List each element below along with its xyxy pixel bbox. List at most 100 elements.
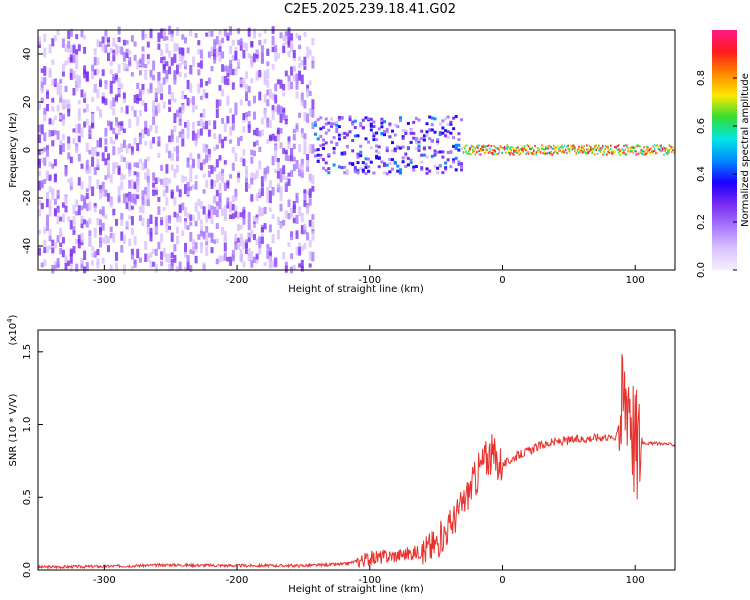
- spectrogram-cell: [274, 83, 278, 92]
- spectrogram-cell: [449, 131, 453, 135]
- spectrogram-cell: [189, 152, 193, 160]
- spectrogram-cell: [112, 49, 116, 54]
- spectrogram-cell: [298, 71, 302, 81]
- spectrogram-cell: [253, 216, 256, 222]
- spectrogram-cell: [67, 152, 71, 160]
- spectrogram-cell: [276, 184, 280, 193]
- spectrogram-cell: [128, 201, 132, 211]
- spectrogram-cell: [146, 41, 150, 48]
- spectrogram-cell: [107, 236, 110, 242]
- spectrogram-cell: [655, 152, 657, 155]
- spectrogram-cell: [422, 138, 426, 142]
- spectrogram-cell: [433, 151, 437, 155]
- spectrogram-cell: [464, 147, 466, 150]
- spectrogram-cell: [197, 40, 201, 46]
- spectrogram-cell: [518, 148, 520, 151]
- spectrogram-cell: [649, 152, 652, 155]
- spectrogram-cell: [64, 85, 68, 92]
- spectrogram-cell: [120, 46, 124, 55]
- spectrogram-cell: [176, 109, 179, 118]
- spectrogram-cell: [168, 150, 172, 159]
- spectrogram-cell: [531, 147, 534, 150]
- spectrogram-cell: [414, 141, 418, 145]
- spectrogram-cell: [617, 148, 620, 151]
- spectrogram-cell: [125, 105, 129, 114]
- spectrogram-cell: [120, 213, 124, 220]
- spectrogram-cell: [215, 36, 219, 45]
- spectrogram-cell: [221, 76, 225, 84]
- spectrogram-cell: [287, 213, 291, 220]
- spectrogram-cell: [559, 149, 562, 152]
- spectrogram-cell: [525, 149, 527, 152]
- spectrogram-cell: [570, 144, 572, 147]
- spectrogram-y-tick-label: -20: [22, 190, 33, 206]
- spectrogram-cell: [136, 60, 140, 70]
- spectrogram-cell: [489, 147, 491, 150]
- spectrogram-cell: [255, 253, 259, 260]
- spectrogram-cell: [109, 197, 113, 208]
- spectrogram-cell: [422, 147, 426, 151]
- spectrogram-cell: [266, 139, 270, 144]
- spectrogram-cell: [213, 239, 217, 244]
- spectrogram-cell: [189, 165, 193, 174]
- spectrogram-cell: [160, 217, 164, 222]
- spectrogram-cell: [295, 91, 299, 99]
- spectrogram-cell: [149, 260, 153, 269]
- spectrogram-cell: [253, 95, 256, 104]
- spectrogram-cell: [117, 186, 121, 197]
- spectrogram-cell: [186, 189, 190, 196]
- spectrogram-cell: [213, 206, 217, 215]
- spectrogram-cell: [234, 102, 238, 107]
- spectrogram-cell: [48, 228, 52, 236]
- spectrogram-cell: [380, 117, 384, 121]
- spectrogram-cell: [375, 154, 379, 158]
- spectrogram-cell: [77, 234, 81, 244]
- spectrogram-cell: [72, 54, 76, 63]
- spectrogram-cell: [141, 190, 145, 200]
- spectrogram-cell: [165, 217, 169, 226]
- spectrogram-cell: [72, 45, 76, 54]
- spectrogram-cell: [284, 70, 288, 77]
- spectrogram-cell: [165, 143, 169, 153]
- spectrogram-cell: [610, 152, 612, 155]
- spectrogram-cell: [242, 42, 246, 49]
- spectrogram-cell: [213, 146, 217, 151]
- spectrogram-cell: [197, 234, 201, 240]
- spectrogram-cell: [107, 239, 110, 244]
- spectrogram-cell: [239, 253, 243, 263]
- spectrogram-cell: [282, 219, 286, 226]
- spectrogram-cell: [69, 54, 73, 63]
- spectrogram-cell: [364, 172, 368, 176]
- spectrogram-cell: [602, 153, 604, 156]
- spectrogram-cell: [120, 155, 124, 162]
- spectrogram-cell: [287, 35, 291, 45]
- spectrogram-cell: [263, 223, 267, 230]
- spectrogram-cell: [40, 77, 44, 83]
- spectrogram-cell: [176, 235, 179, 245]
- spectrogram-cell: [128, 215, 132, 220]
- spectrogram-cell: [369, 124, 373, 128]
- spectrogram-cell: [109, 226, 113, 233]
- spectrogram-cell: [295, 160, 299, 169]
- spectrogram-cell: [144, 103, 148, 112]
- spectrogram-cell: [611, 152, 613, 155]
- spectrogram-cell: [173, 53, 177, 63]
- spectrogram-cell: [526, 144, 528, 147]
- snr-x-tick-label: 100: [626, 575, 645, 586]
- spectrogram-cell: [237, 59, 241, 67]
- spectrogram-cell: [80, 163, 84, 169]
- spectrogram-cell: [314, 120, 317, 124]
- spectrogram-cell: [258, 33, 262, 38]
- spectrogram-cell: [268, 120, 272, 128]
- spectrogram-cell: [372, 132, 376, 136]
- spectrogram-cell: [191, 121, 195, 130]
- spectrogram-cell: [295, 82, 299, 90]
- spectrogram-cell: [266, 99, 270, 107]
- spectrogram-cell: [369, 160, 373, 164]
- spectrogram-cell: [184, 220, 187, 230]
- spectrogram-x-tick-label: 100: [626, 275, 645, 286]
- spectrogram-cell: [661, 148, 664, 151]
- spectrogram-cell: [181, 230, 185, 236]
- spectrogram-cell: [591, 152, 593, 155]
- spectrogram-cell: [292, 163, 296, 172]
